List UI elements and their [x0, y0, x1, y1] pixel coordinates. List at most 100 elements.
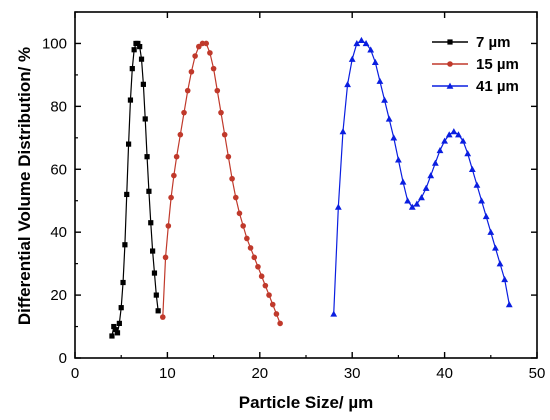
data-point [251, 254, 258, 261]
data-point [146, 188, 152, 194]
series-line [162, 42, 281, 324]
y-tick-label: 100 [42, 35, 67, 52]
data-point [207, 50, 213, 56]
legend-label: 15 µm [476, 56, 519, 73]
data-point [236, 210, 243, 217]
data-point [151, 270, 158, 276]
data-point [255, 263, 261, 270]
data-point [492, 244, 499, 251]
data-point [240, 223, 246, 229]
legend-marker [447, 61, 453, 67]
data-point [148, 220, 154, 226]
data-point [116, 320, 122, 326]
y-axis-title: Differential Volume Distribution/ % [15, 47, 34, 325]
data-point [353, 40, 361, 47]
y-tick-label: 20 [50, 287, 67, 304]
legend: 7 µm 15 µm 41 µm [432, 34, 519, 95]
data-point [501, 275, 509, 283]
data-point [441, 137, 448, 144]
data-point [165, 223, 172, 229]
data-point [150, 248, 156, 254]
data-point [131, 47, 137, 53]
y-tick-label: 0 [59, 350, 67, 367]
data-point [422, 184, 430, 191]
data-point [496, 260, 504, 267]
data-point [221, 131, 228, 138]
data-point [109, 333, 115, 339]
data-point [505, 301, 513, 308]
data-point [464, 150, 472, 157]
data-point [168, 194, 174, 201]
data-point [376, 77, 384, 84]
data-point [436, 147, 444, 154]
data-point [153, 292, 159, 298]
data-point [135, 40, 141, 47]
data-point [455, 131, 462, 138]
data-point [344, 80, 351, 88]
data-point [478, 197, 485, 204]
data-point [177, 131, 184, 138]
data-point [192, 53, 198, 59]
data-point [348, 55, 356, 62]
data-point [111, 323, 117, 330]
data-point [184, 87, 191, 94]
data-point [171, 172, 177, 179]
data-point [140, 81, 146, 87]
data-point [127, 97, 134, 103]
data-point [124, 191, 130, 198]
series-circle [159, 40, 283, 327]
y-axis-ticks: 0 20 40 60 80 100 [42, 11, 537, 367]
data-point [408, 203, 416, 210]
legend-entry: 15 µm [432, 56, 519, 73]
legend-marker [446, 82, 454, 89]
data-point [330, 310, 338, 317]
data-point [262, 282, 269, 289]
data-point [129, 66, 135, 72]
data-point [273, 311, 280, 317]
legend-label: 41 µm [476, 78, 519, 95]
series-line [111, 42, 159, 337]
data-point [395, 156, 402, 163]
data-point [339, 128, 347, 135]
data-point [218, 109, 224, 116]
x-tick-label: 20 [251, 365, 268, 382]
data-point [144, 154, 150, 160]
data-point [390, 134, 398, 141]
y-tick-label: 60 [50, 161, 67, 178]
data-point [113, 327, 119, 333]
data-point [258, 273, 265, 280]
y-tick-label: 80 [50, 98, 67, 115]
y-tick-label: 40 [50, 224, 67, 241]
data-point [445, 131, 453, 138]
data-point [459, 137, 467, 144]
data-point [404, 197, 412, 204]
series-layer [109, 36, 513, 339]
data-point [277, 320, 283, 327]
data-point [334, 203, 342, 210]
data-point [473, 181, 481, 188]
x-tick-label: 30 [344, 365, 361, 382]
data-point [450, 128, 458, 135]
data-point [120, 279, 126, 286]
data-point [138, 56, 145, 62]
data-point [210, 65, 217, 72]
data-point [225, 153, 232, 160]
data-point [413, 200, 421, 207]
data-point [203, 40, 210, 47]
data-point [367, 46, 375, 53]
data-point [487, 228, 495, 235]
data-point [232, 194, 239, 201]
x-tick-label: 10 [159, 365, 176, 382]
data-point [482, 213, 490, 220]
data-point [181, 109, 187, 116]
data-point [358, 36, 365, 44]
legend-label: 7 µm [476, 34, 511, 51]
data-point [247, 245, 254, 251]
series-square [109, 40, 161, 339]
data-point [362, 40, 370, 47]
data-point [214, 87, 221, 94]
x-axis-title: Particle Size/ µm [239, 393, 374, 412]
legend-entry: 41 µm [432, 78, 519, 95]
data-point [137, 44, 143, 50]
